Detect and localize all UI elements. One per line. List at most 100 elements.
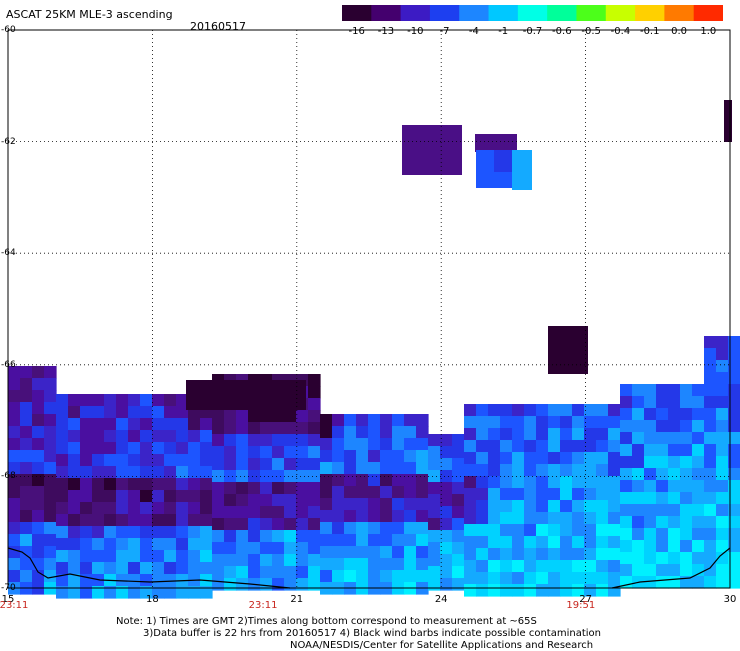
- swath-pixel: [560, 512, 573, 525]
- swath-pixel: [224, 554, 237, 567]
- swath-pixel: [692, 408, 705, 421]
- swath-pixel: [116, 430, 129, 443]
- swath-pixel: [536, 524, 549, 537]
- swath-pixel: [680, 456, 693, 469]
- swath-pixel: [416, 450, 429, 463]
- swath-pixel: [92, 430, 105, 443]
- swath-pixel: [44, 546, 57, 559]
- swath-pixel: [476, 536, 489, 549]
- swath-pixel: [260, 494, 273, 507]
- swath-pixel: [476, 584, 489, 597]
- swath-pixel: [404, 438, 417, 451]
- swath-pixel: [428, 542, 441, 555]
- swath-pixel: [368, 414, 381, 427]
- swath-pixel: [128, 478, 141, 491]
- swath-pixel: [92, 538, 105, 551]
- swath-pixel: [236, 578, 249, 591]
- swath-pixel: [116, 406, 129, 419]
- swath-pixel: [284, 458, 297, 471]
- swath-pixel: [704, 348, 717, 361]
- swath-pixel: [236, 554, 249, 567]
- color-scale-segment: [342, 5, 372, 21]
- swath-pixel: [464, 440, 477, 453]
- swath-pixel: [380, 534, 393, 547]
- swath-pixel: [728, 492, 740, 505]
- swath-pixel: [104, 490, 117, 503]
- swath-pixel: [512, 452, 525, 465]
- swath-pixel: [596, 548, 609, 561]
- swath-pixel: [308, 398, 321, 411]
- swath-pixel: [344, 546, 357, 559]
- swath-pixel: [644, 540, 657, 553]
- swath-pixel: [584, 476, 597, 489]
- swath-pixel: [116, 562, 129, 575]
- swath-pixel: [440, 554, 453, 567]
- swath-pixel: [272, 518, 285, 531]
- color-scale-label: -0.4: [610, 26, 631, 37]
- swath-pixel: [440, 530, 453, 543]
- swath-pixel: [428, 518, 441, 531]
- swath-pixel: [560, 548, 573, 561]
- swath-pixel: [548, 452, 561, 465]
- swath-pixel: [524, 572, 537, 585]
- swath-pixel: [296, 434, 309, 447]
- swath-pixel: [356, 522, 369, 535]
- swath-pixel: [452, 542, 465, 555]
- swath-pixel: [536, 476, 549, 489]
- swath-pixel: [728, 528, 740, 541]
- swath-pixel: [308, 506, 321, 519]
- swath-pixel: [704, 396, 717, 409]
- swath-pixel: [632, 432, 645, 445]
- swath-pixel: [512, 464, 525, 477]
- swath-pixel: [284, 410, 297, 423]
- swath-pixel: [680, 384, 693, 397]
- swath-pixel: [248, 458, 261, 471]
- swath-pixel: [368, 546, 381, 559]
- swath-pixel: [668, 516, 681, 529]
- color-scale-segment: [517, 5, 548, 21]
- lat-label: -70: [1, 583, 16, 593]
- swath-pixel: [428, 530, 441, 543]
- swath-pixel: [488, 548, 501, 561]
- swath-pixel: [680, 540, 693, 553]
- swath-pixel: [476, 500, 489, 513]
- swath-pixel: [476, 512, 489, 525]
- swath-pixel: [704, 444, 717, 457]
- swath-pixel: [68, 550, 81, 563]
- swath-pixel: [104, 550, 117, 563]
- pass-time-label: 19:51: [566, 600, 596, 611]
- swath-pixel: [704, 408, 717, 421]
- swath-pixel: [560, 452, 573, 465]
- swath-pixel: [380, 558, 393, 571]
- swath-pixel: [716, 468, 729, 481]
- swath-pixel: [548, 548, 561, 561]
- swath-pixel: [80, 454, 93, 467]
- swath-pixel: [20, 474, 33, 487]
- swath-pixel: [68, 538, 81, 551]
- swath-pixel: [68, 466, 81, 479]
- swath-pixel: [140, 430, 153, 443]
- swath-pixel: [56, 454, 69, 467]
- swath-pixel: [584, 416, 597, 429]
- swath-pixel: [308, 374, 321, 387]
- swath-pixel: [140, 526, 153, 539]
- swath-pixel: [56, 406, 69, 419]
- swath-pixel: [20, 534, 33, 547]
- swath-pixel: [356, 438, 369, 451]
- swath-pixel: [452, 554, 465, 567]
- swath-pixel: [284, 530, 297, 543]
- swath-pixel: [104, 514, 117, 527]
- swath-pixel: [320, 570, 333, 583]
- swath-pixel: [92, 466, 105, 479]
- swath-pixel: [368, 486, 381, 499]
- swath-pixel: [380, 510, 393, 523]
- swath-pixel: [440, 494, 453, 507]
- swath-pixel: [248, 470, 261, 483]
- swath-pixel: [272, 566, 285, 579]
- swath-pixel: [332, 558, 345, 571]
- swath-pixel: [536, 584, 549, 597]
- lat-label: -62: [1, 136, 16, 147]
- swath-pixel: [620, 552, 633, 565]
- swath-pixel: [596, 560, 609, 573]
- swath-pixel: [176, 502, 189, 515]
